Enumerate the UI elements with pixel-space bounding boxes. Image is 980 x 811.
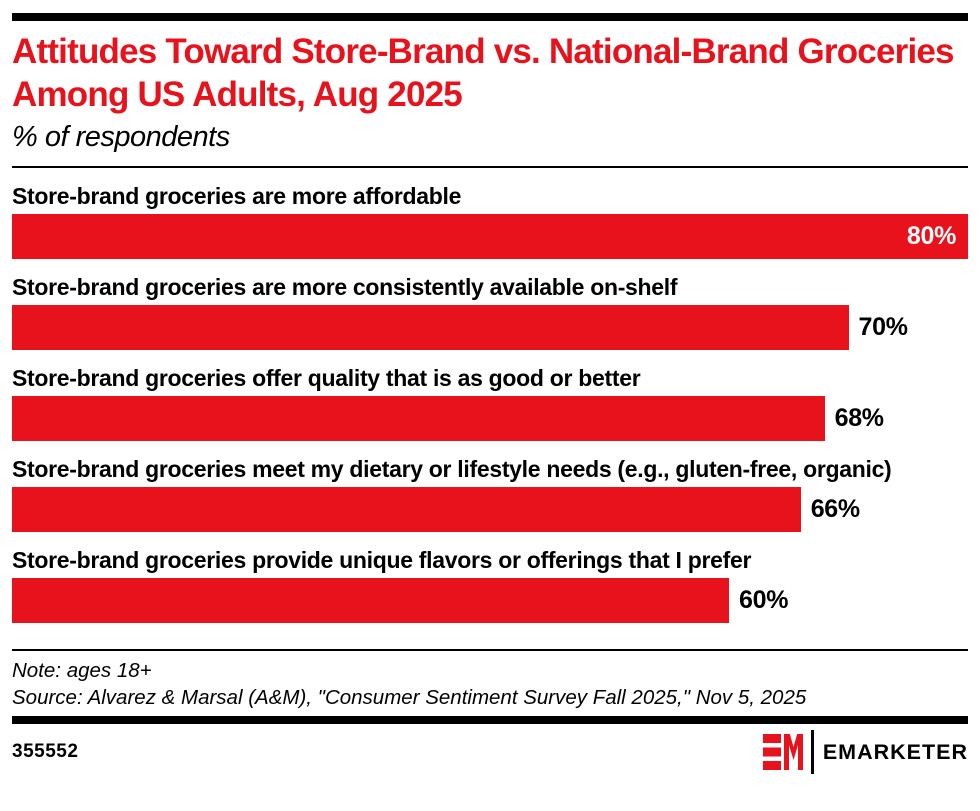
chart-row: Store-brand groceries are more consisten… [12, 274, 968, 351]
header-divider-line [12, 166, 968, 169]
bar-category-label: Store-brand groceries offer quality that… [12, 365, 641, 392]
chart-title: Attitudes Toward Store-Brand vs. Nationa… [12, 32, 955, 114]
bar-track: 80% [12, 214, 968, 260]
bar-track: 60% [12, 578, 968, 624]
bar-track: 70% [12, 305, 968, 351]
logo-divider [811, 730, 814, 775]
top-accent-bar [12, 13, 968, 21]
chart-subtitle: % of respondents [12, 121, 230, 154]
bar-value-label: 60% [739, 586, 789, 615]
bar-category-label: Store-brand groceries meet my dietary or… [12, 456, 892, 483]
chart-row: Store-brand groceries provide unique fla… [12, 547, 968, 624]
chart-row: Store-brand groceries meet my dietary or… [12, 456, 968, 533]
bar: 80% [12, 214, 968, 260]
bar [12, 396, 825, 442]
bar [12, 305, 849, 351]
bar-value-label: 70% [858, 313, 908, 342]
chart-notes: Note: ages 18+ Source: Alvarez & Marsal … [12, 657, 968, 711]
bar [12, 578, 729, 624]
emarketer-logo: EMARKETER [763, 730, 968, 775]
bar-category-label: Store-brand groceries are more consisten… [12, 274, 678, 301]
chart-page: Attitudes Toward Store-Brand vs. Nationa… [12, 13, 968, 775]
footer-divider-line [12, 649, 968, 652]
chart-row: Store-brand groceries are more affordabl… [12, 183, 968, 260]
bar-track: 66% [12, 487, 968, 533]
bar-category-label: Store-brand groceries provide unique fla… [12, 547, 752, 574]
bottom-accent-bar [12, 716, 968, 725]
bar-value-label: 68% [834, 404, 884, 433]
bar [12, 487, 801, 533]
chart-id: 355552 [12, 741, 79, 763]
bar-value-label: 66% [810, 495, 860, 524]
chart-row: Store-brand groceries offer quality that… [12, 365, 968, 442]
note-text: Note: ages 18+ [12, 659, 152, 683]
footer: 355552 EMARKETER [12, 730, 968, 775]
bar-chart: Store-brand groceries are more affordabl… [12, 183, 968, 624]
bar-category-label: Store-brand groceries are more affordabl… [12, 183, 462, 210]
emarketer-em-icon [763, 734, 804, 771]
bar-track: 68% [12, 396, 968, 442]
bar-value-label: 80% [906, 222, 956, 251]
source-text: Source: Alvarez & Marsal (A&M), "Consume… [12, 686, 807, 710]
brand-wordmark: EMARKETER [822, 739, 968, 764]
